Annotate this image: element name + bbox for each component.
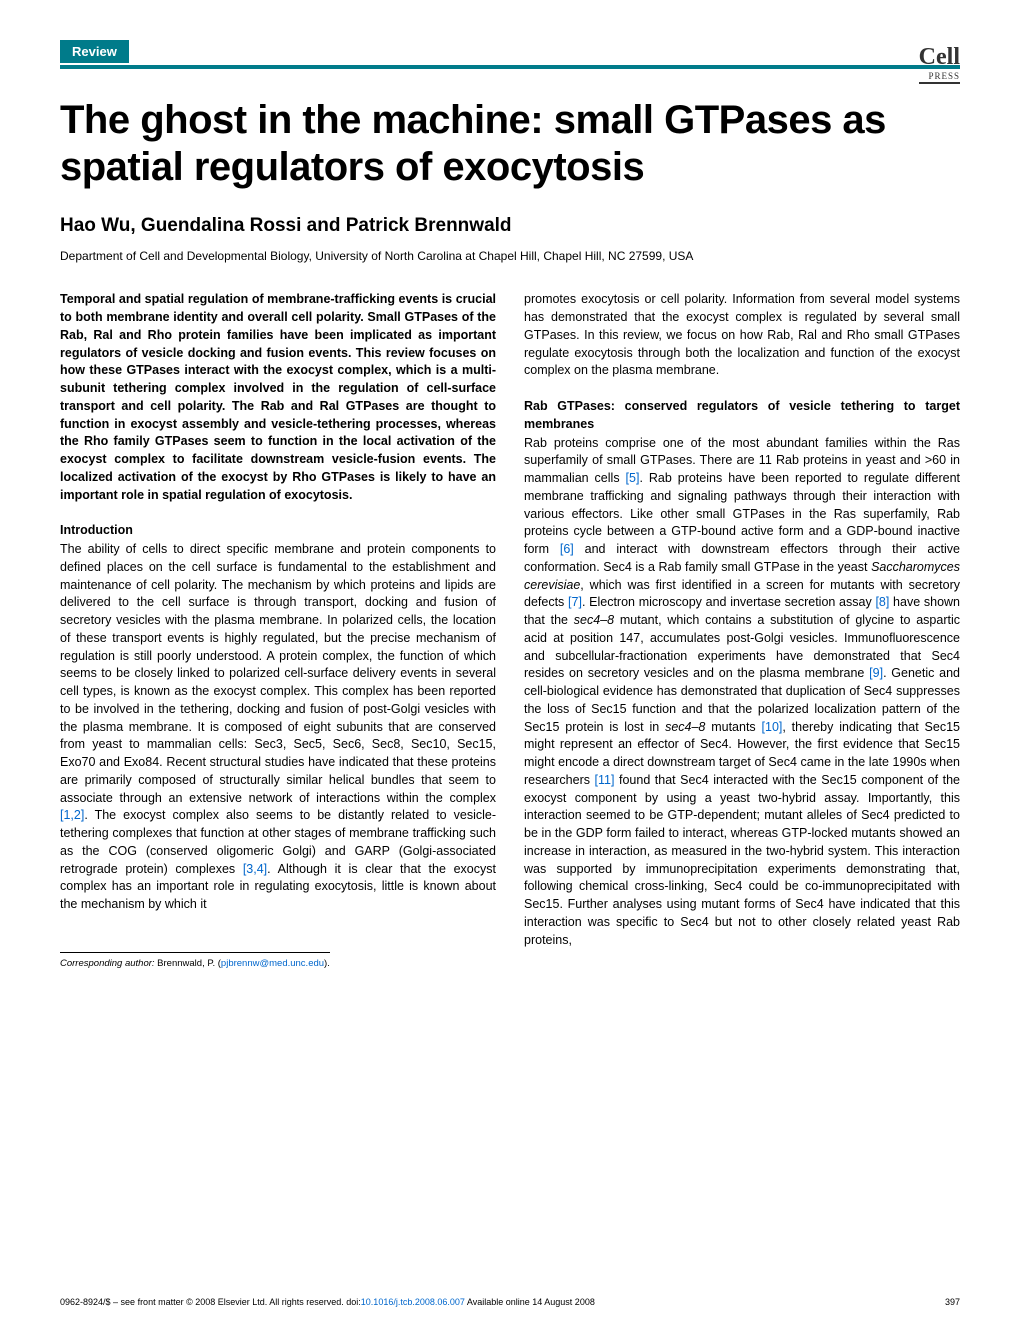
footer-availability: Available online 14 August 2008 bbox=[465, 1297, 595, 1307]
publisher-logo: Cell PRESS bbox=[919, 44, 960, 84]
corresponding-close: ). bbox=[324, 958, 330, 969]
rab-paragraph: Rab proteins comprise one of the most ab… bbox=[524, 435, 960, 950]
citation-link[interactable]: [10] bbox=[762, 720, 783, 734]
logo-sub: PRESS bbox=[919, 71, 960, 81]
header-rule bbox=[60, 65, 960, 69]
corresponding-name: Brennwald, P. ( bbox=[155, 958, 221, 969]
citation-link[interactable]: [3,4] bbox=[243, 862, 267, 876]
citation-link[interactable]: [6] bbox=[560, 542, 574, 556]
body-text: . Electron microscopy and invertase secr… bbox=[582, 595, 876, 609]
footer-left: 0962-8924/$ – see front matter © 2008 El… bbox=[60, 1297, 595, 1307]
abstract: Temporal and spatial regulation of membr… bbox=[60, 291, 496, 504]
mutant-name: sec4–8 bbox=[665, 720, 705, 734]
two-column-body: Temporal and spatial regulation of membr… bbox=[60, 291, 960, 970]
corresponding-author: Corresponding author: Brennwald, P. (pjb… bbox=[60, 952, 330, 970]
right-column: promotes exocytosis or cell polarity. In… bbox=[524, 291, 960, 970]
body-text: found that Sec4 interacted with the Sec1… bbox=[524, 773, 960, 947]
citation-link[interactable]: [1,2] bbox=[60, 808, 84, 822]
body-text: mutants bbox=[705, 720, 761, 734]
citation-link[interactable]: [11] bbox=[595, 773, 615, 787]
review-badge: Review bbox=[60, 40, 129, 63]
rab-heading: Rab GTPases: conserved regulators of ves… bbox=[524, 398, 960, 434]
citation-link[interactable]: [7] bbox=[568, 595, 582, 609]
intro-continuation: promotes exocytosis or cell polarity. In… bbox=[524, 291, 960, 380]
article-title: The ghost in the machine: small GTPases … bbox=[60, 97, 960, 191]
author-list: Hao Wu, Guendalina Rossi and Patrick Bre… bbox=[60, 215, 960, 237]
intro-paragraph: The ability of cells to direct specific … bbox=[60, 541, 496, 914]
citation-link[interactable]: [9] bbox=[869, 666, 883, 680]
intro-heading: Introduction bbox=[60, 522, 496, 540]
corresponding-email[interactable]: pjbrennw@med.unc.edu bbox=[221, 958, 324, 969]
body-text: The ability of cells to direct specific … bbox=[60, 542, 496, 805]
corresponding-label: Corresponding author: bbox=[60, 958, 155, 969]
mutant-name: sec4–8 bbox=[574, 613, 614, 627]
citation-link[interactable]: [5] bbox=[626, 471, 640, 485]
page-footer: 0962-8924/$ – see front matter © 2008 El… bbox=[60, 1297, 960, 1307]
affiliation: Department of Cell and Developmental Bio… bbox=[60, 249, 960, 263]
citation-link[interactable]: [8] bbox=[875, 595, 889, 609]
logo-main: Cell bbox=[919, 44, 960, 70]
left-column: Temporal and spatial regulation of membr… bbox=[60, 291, 496, 970]
footer-copyright: 0962-8924/$ – see front matter © 2008 El… bbox=[60, 1297, 361, 1307]
page-number: 397 bbox=[945, 1297, 960, 1307]
doi-link[interactable]: 10.1016/j.tcb.2008.06.007 bbox=[361, 1297, 465, 1307]
